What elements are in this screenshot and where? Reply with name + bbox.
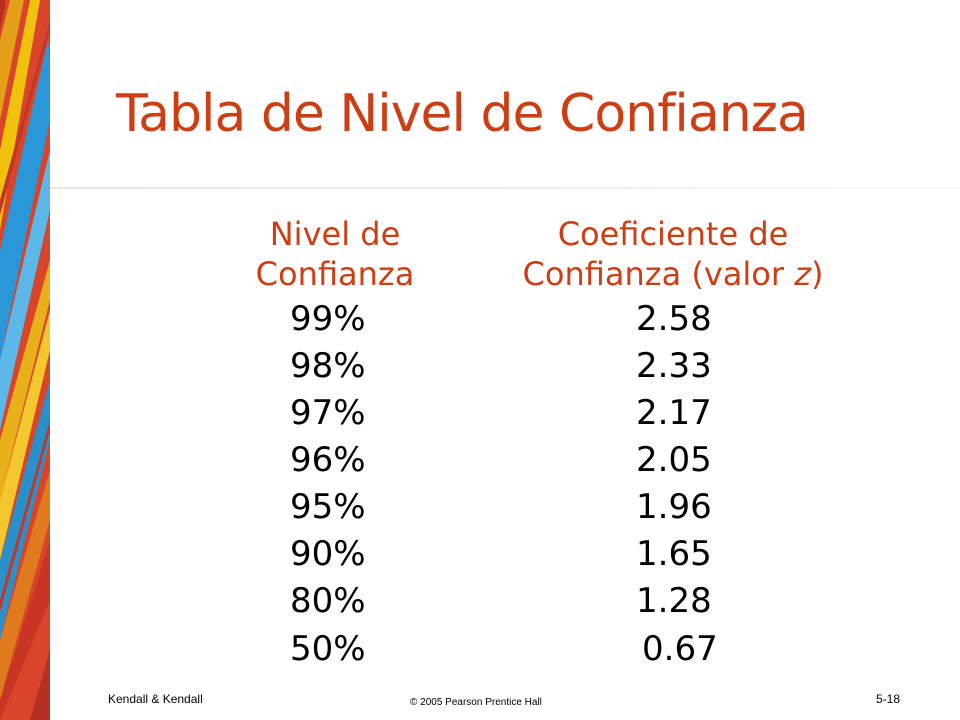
header-text: Confianza (valor xyxy=(522,255,795,293)
column-header-line: Confianza xyxy=(255,255,415,293)
z-value-cell: 2.58 xyxy=(636,299,712,339)
confidence-level-cell: 90% xyxy=(290,534,366,574)
column-header-confidence-level: Nivel de Confianza xyxy=(232,214,438,294)
header-text: ) xyxy=(810,255,824,293)
z-value-cell: 0.67 xyxy=(642,629,718,669)
column-header-line: Confianza (valor z) xyxy=(500,254,846,294)
z-value-cell: 2.17 xyxy=(636,393,712,433)
column-header-line: Nivel de xyxy=(269,215,401,253)
title-divider xyxy=(50,187,960,189)
confidence-level-cell: 97% xyxy=(290,393,366,433)
footer-author: Kendall & Kendall xyxy=(108,692,203,706)
slide-number: 5-18 xyxy=(876,692,901,706)
confidence-level-cell: 95% xyxy=(290,487,366,527)
z-value-cell: 1.65 xyxy=(636,534,712,574)
z-variable: z xyxy=(794,255,811,293)
z-value-cell: 1.28 xyxy=(636,581,712,621)
column-header-line: Coeficiente de xyxy=(557,215,789,253)
slide-title: Tabla de Nivel de Confianza xyxy=(116,84,809,144)
confidence-level-cell: 80% xyxy=(290,581,366,621)
z-value-cell: 2.05 xyxy=(636,440,712,480)
footer-copyright: © 2005 Pearson Prentice Hall xyxy=(410,697,542,708)
z-value-cell: 2.33 xyxy=(636,346,712,386)
z-value-cell: 1.96 xyxy=(636,487,712,527)
confidence-level-cell: 96% xyxy=(290,440,366,480)
confidence-level-cell: 99% xyxy=(290,299,366,339)
confidence-level-cell: 50% xyxy=(290,629,366,669)
confidence-level-cell: 98% xyxy=(290,346,366,386)
woven-fabric-decoration xyxy=(0,0,50,720)
column-header-confidence-coefficient: Coeficiente de Confianza (valor z) xyxy=(500,214,846,294)
